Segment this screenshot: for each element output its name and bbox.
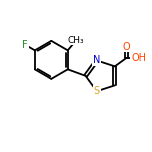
Text: CH₃: CH₃ [68,36,85,45]
Text: O: O [123,42,130,52]
Text: F: F [22,40,28,50]
Text: OH: OH [131,53,146,63]
Text: S: S [94,86,100,96]
Text: N: N [93,55,100,66]
